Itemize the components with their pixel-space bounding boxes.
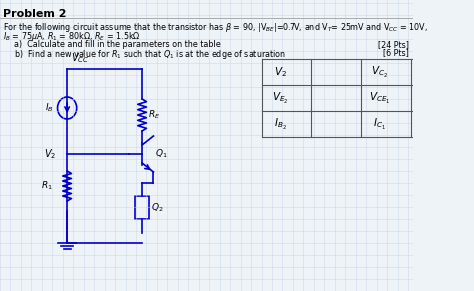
Text: $I_B$: $I_B$ <box>45 102 53 114</box>
Text: For the following circuit assume that the transistor has $\beta$ = 90, |V$_{BE}$: For the following circuit assume that th… <box>3 21 428 34</box>
Text: $V_{CE_1}$: $V_{CE_1}$ <box>369 91 391 106</box>
Text: Problem 2: Problem 2 <box>3 9 67 19</box>
Text: [6 Pts]: [6 Pts] <box>383 48 409 57</box>
Text: $V_2$: $V_2$ <box>45 147 57 161</box>
Text: $I_{B_2}$: $I_{B_2}$ <box>274 116 287 132</box>
Text: $V_2$: $V_2$ <box>274 65 287 79</box>
Text: $Q_2$: $Q_2$ <box>151 202 164 214</box>
Text: $R_E$: $R_E$ <box>148 109 161 121</box>
Text: $V_{CC}$: $V_{CC}$ <box>72 51 90 65</box>
Text: $Q_1$: $Q_1$ <box>155 148 168 160</box>
Text: $R_1$: $R_1$ <box>41 180 53 192</box>
Text: $V_{C_2}$: $V_{C_2}$ <box>371 65 388 79</box>
Text: b)  Find a new value for $R_1$ such that $Q_1$ is at the edge of saturation: b) Find a new value for $R_1$ such that … <box>14 48 286 61</box>
Text: $I_B$ = 75$\mu$A, $R_1$ = 80k$\Omega$, $R_E$ = 1.5k$\Omega$: $I_B$ = 75$\mu$A, $R_1$ = 80k$\Omega$, $… <box>3 30 141 43</box>
Text: [24 Pts]: [24 Pts] <box>378 40 409 49</box>
Bar <box>135 196 149 219</box>
Text: a)  Calculate and fill in the parameters on the table: a) Calculate and fill in the parameters … <box>14 40 221 49</box>
Text: $I_{C_1}$: $I_{C_1}$ <box>374 116 386 132</box>
Text: $V_{E_2}$: $V_{E_2}$ <box>272 91 289 106</box>
